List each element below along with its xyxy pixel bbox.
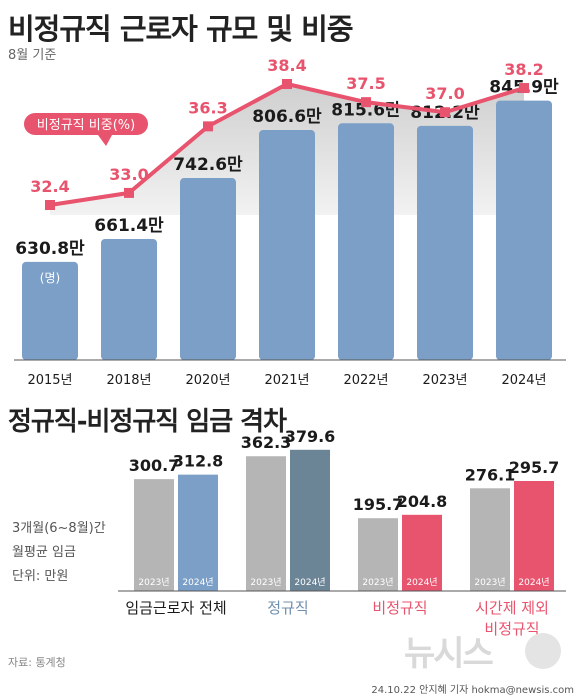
wage-chart-title: 정규직-비정규직 임금 격차 (8, 407, 287, 437)
share-value-label: 37.0 (425, 84, 464, 103)
wage-value-label-2024: 204.8 (397, 492, 448, 511)
headcount-value-label: 661.4만 (94, 216, 164, 236)
wage-category-label: 비정규직 (372, 599, 427, 617)
wage-bar-year-label: 2024년 (294, 577, 325, 588)
x-tick-label: 2020년 (185, 373, 230, 388)
headcount-bar (259, 130, 315, 360)
wage-bar-2024 (178, 474, 218, 591)
x-tick-label: 2023년 (422, 373, 467, 388)
share-marker (519, 83, 529, 94)
wage-bar-year-label: 2023년 (250, 577, 281, 588)
line-legend-tag (24, 113, 148, 135)
share-value-label: 32.4 (30, 177, 69, 196)
wage-bar-year-label: 2024년 (518, 577, 549, 588)
wage-bar-year-label: 2024년 (182, 577, 213, 588)
wage-note-period: 3개월(6~8월)간 (12, 521, 106, 536)
headcount-unit-label: (명) (40, 271, 60, 285)
wage-category-label: 비정규직 (484, 620, 539, 638)
headcount-bar (22, 261, 78, 360)
wage-value-label-2023: 362.3 (241, 433, 292, 452)
share-value-label: 36.3 (188, 98, 227, 117)
x-tick-label: 2024년 (501, 373, 546, 388)
share-marker (45, 200, 55, 210)
wage-bar-2023 (134, 479, 174, 591)
wage-bar-year-label: 2024년 (406, 577, 437, 588)
headcount-value-label: 630.8만 (15, 239, 85, 259)
wage-bar-year-label: 2023년 (138, 577, 169, 588)
wage-value-label-2023: 276.1 (465, 465, 516, 484)
share-value-label: 38.2 (504, 60, 543, 79)
credit-line: 24.10.22 안지혜 기자 hokma@newsis.com (371, 685, 574, 696)
chart-title: 비정규직 근로자 규모 및 비중 (8, 12, 354, 46)
newsis-logo: 뉴시스 (404, 634, 494, 674)
share-value-label: 37.5 (346, 74, 385, 93)
share-marker (282, 79, 292, 89)
wage-note-unit: 단위: 만원 (12, 569, 69, 584)
line-legend-pointer (98, 135, 112, 146)
share-value-label: 38.4 (267, 56, 306, 75)
x-tick-label: 2015년 (27, 373, 72, 388)
wage-category-label: 정규직 (267, 599, 308, 617)
share-marker (440, 107, 450, 118)
headcount-value-label: 742.6만 (173, 155, 243, 175)
wage-value-label-2024: 295.7 (509, 458, 560, 477)
wage-value-label-2023: 300.7 (129, 456, 180, 475)
wage-bar-2024 (402, 514, 442, 591)
share-marker (124, 187, 134, 198)
wage-bar-year-label: 2023년 (474, 577, 505, 588)
x-tick-label: 2022년 (343, 373, 388, 388)
wage-category-label: 시간제 제외 (475, 599, 549, 617)
wage-bar-2023 (358, 518, 398, 591)
headcount-bar (496, 100, 552, 360)
line-legend-label: 비정규직 비중(%) (37, 118, 135, 133)
share-marker (361, 97, 371, 108)
headcount-chart: 630.8만 2015년 661.4만 2018년 742.6만 2020년 806.6만 2… (14, 56, 566, 388)
x-tick-label: 2021년 (264, 373, 309, 388)
wage-value-label-2024: 379.6 (285, 427, 336, 446)
headcount-bar (417, 125, 473, 360)
share-value-label: 33.0 (109, 165, 148, 184)
wage-bar-year-label: 2023년 (362, 577, 393, 588)
wage-note-metric: 월평균 임금 (12, 545, 76, 560)
share-marker (203, 121, 213, 132)
wage-category-label: 임금근로자 전체 (125, 599, 226, 617)
chart-note: 8월 기준 (8, 48, 57, 63)
wage-bar-2023 (246, 456, 286, 591)
headcount-bar (338, 123, 394, 360)
wage-bar-2024 (290, 449, 330, 591)
wage-bar-2023 (470, 488, 510, 591)
logo-mark-icon (525, 633, 561, 669)
headcount-bar (180, 178, 236, 360)
wage-value-label-2023: 195.7 (353, 495, 404, 514)
headcount-value-label: 806.6만 (252, 107, 322, 127)
wage-value-label-2024: 312.8 (173, 452, 224, 471)
wage-bar-2024 (514, 480, 554, 591)
x-tick-label: 2018년 (106, 373, 151, 388)
headcount-bar (101, 238, 157, 360)
source-note: 자료: 통계청 (8, 656, 66, 669)
wage-chart-note: 3개월(6~8월)간 월평균 임금 단위: 만원 (12, 517, 106, 589)
